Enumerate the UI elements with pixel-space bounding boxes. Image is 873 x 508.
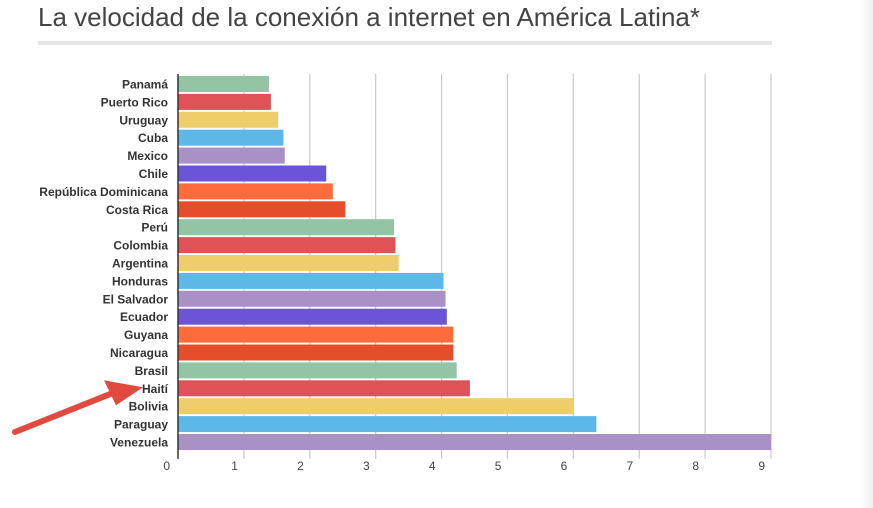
- bar-10: [178, 255, 399, 271]
- category-label-8: Perú: [141, 221, 168, 235]
- category-label-13: Ecuador: [120, 310, 168, 324]
- x-tick-label-7: 7: [627, 459, 634, 473]
- bars: [178, 76, 771, 450]
- category-label-2: Uruguay: [119, 113, 168, 127]
- x-tick-label-8: 8: [692, 459, 699, 473]
- category-label-15: Nicaragua: [110, 346, 168, 360]
- bar-4: [178, 147, 285, 164]
- category-label-1: Puerto Rico: [101, 95, 168, 109]
- category-label-12: El Salvador: [103, 292, 169, 306]
- bar-8: [178, 219, 395, 236]
- haiti-arrow-annotation: [12, 380, 143, 435]
- page-edge-shadow: [860, 0, 873, 508]
- bar-20: [178, 434, 771, 450]
- x-tick-label-2: 2: [297, 459, 304, 473]
- category-label-4: Mexico: [127, 149, 168, 163]
- category-label-16: Brasil: [135, 364, 168, 378]
- bar-0: [178, 76, 269, 92]
- chart-title: La velocidad de la conexión a internet e…: [38, 2, 700, 32]
- title-underline: [38, 41, 772, 45]
- x-tick-labels: 0 1 2 3 4 5 6 7 8 9: [163, 459, 765, 473]
- x-tick-label-5: 5: [495, 459, 502, 473]
- bar-17: [178, 380, 470, 397]
- bar-11: [178, 272, 444, 289]
- bar-5: [178, 165, 327, 182]
- category-label-18: Bolivia: [129, 400, 169, 414]
- category-label-5: Chile: [139, 167, 169, 181]
- category-labels: Panamá Puerto Rico Uruguay Cuba Mexico Chile R…: [39, 78, 168, 450]
- x-tick-label-9: 9: [758, 459, 765, 473]
- category-label-3: Cuba: [138, 131, 168, 145]
- arrow-head: [104, 380, 143, 406]
- x-tick-label-0: 0: [163, 459, 170, 473]
- category-label-0: Panamá: [122, 78, 168, 92]
- bar-15: [178, 344, 454, 361]
- bar-9: [178, 237, 396, 254]
- x-tick-label-4: 4: [429, 459, 436, 473]
- category-label-11: Honduras: [112, 274, 168, 288]
- category-label-10: Argentina: [112, 257, 168, 271]
- category-label-7: Costa Rica: [106, 203, 168, 217]
- bar-13: [178, 308, 447, 325]
- category-label-19: Paraguay: [114, 418, 168, 432]
- category-label-17: Haití: [142, 382, 169, 396]
- bar-19: [178, 416, 597, 433]
- arrow-shaft: [12, 390, 115, 435]
- category-label-14: Guyana: [124, 328, 168, 342]
- x-tick-label-1: 1: [231, 459, 238, 473]
- bar-18: [178, 398, 574, 415]
- bar-7: [178, 201, 346, 218]
- bar-6: [178, 183, 333, 200]
- x-tick-label-6: 6: [561, 459, 568, 473]
- category-label-20: Venezuela: [110, 436, 168, 450]
- bar-16: [178, 362, 457, 379]
- bar-3: [178, 129, 284, 146]
- category-label-9: Colombia: [113, 239, 168, 253]
- category-label-6: República Dominicana: [39, 185, 168, 199]
- bar-12: [178, 290, 446, 307]
- bar-1: [178, 93, 271, 110]
- bar-2: [178, 111, 279, 128]
- bar-14: [178, 326, 454, 343]
- x-tick-label-3: 3: [363, 459, 370, 473]
